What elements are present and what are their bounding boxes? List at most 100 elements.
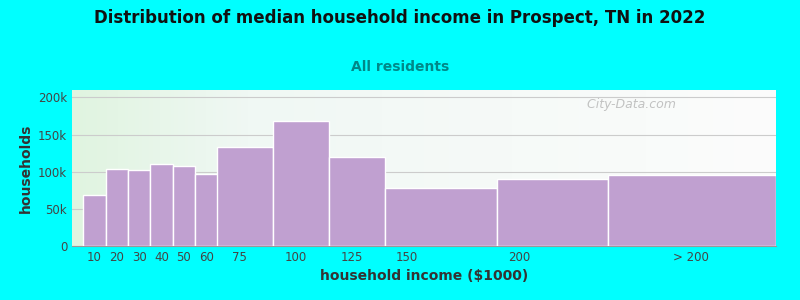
Bar [762, 90, 766, 246]
Bar [346, 90, 350, 246]
Bar [385, 188, 497, 246]
Text: Distribution of median household income in Prospect, TN in 2022: Distribution of median household income … [94, 9, 706, 27]
Bar [238, 90, 241, 246]
Bar [170, 90, 174, 246]
Bar [582, 90, 586, 246]
Bar [424, 90, 427, 246]
Bar [110, 90, 114, 246]
Bar [308, 90, 311, 246]
Bar [374, 90, 378, 246]
Bar [75, 90, 79, 246]
Bar [128, 90, 132, 246]
Bar [635, 90, 638, 246]
Bar [477, 90, 480, 246]
Bar [434, 90, 438, 246]
Bar [484, 90, 487, 246]
Bar [685, 90, 688, 246]
Bar [142, 90, 146, 246]
Bar [396, 90, 399, 246]
Bar [150, 90, 153, 246]
Bar [593, 90, 597, 246]
Bar [399, 90, 403, 246]
Bar [343, 90, 346, 246]
Bar [160, 90, 163, 246]
Bar [258, 90, 262, 246]
Bar [519, 90, 522, 246]
Bar [382, 90, 386, 246]
Bar [220, 90, 223, 246]
Bar [494, 90, 498, 246]
Bar [350, 90, 354, 246]
Bar [173, 166, 195, 246]
Bar [223, 90, 227, 246]
Bar [590, 90, 593, 246]
Bar [544, 90, 547, 246]
X-axis label: household income ($1000): household income ($1000) [320, 269, 528, 284]
Bar [688, 90, 691, 246]
Bar [329, 90, 333, 246]
Bar [241, 90, 245, 246]
Bar [456, 90, 459, 246]
Bar [449, 90, 452, 246]
Bar [389, 90, 392, 246]
Bar [618, 90, 621, 246]
Bar [678, 90, 681, 246]
Bar [691, 90, 695, 246]
Bar [607, 90, 610, 246]
Bar [150, 164, 173, 246]
Bar [273, 90, 276, 246]
Bar [326, 90, 329, 246]
Bar [210, 90, 213, 246]
Bar [122, 90, 125, 246]
Bar [167, 90, 170, 246]
Bar [255, 90, 258, 246]
Bar [414, 90, 417, 246]
Bar [406, 90, 410, 246]
Bar [558, 90, 562, 246]
Bar [748, 90, 751, 246]
Bar [339, 90, 343, 246]
Bar [720, 90, 723, 246]
Bar [368, 90, 371, 246]
Bar [663, 90, 667, 246]
Bar [298, 90, 301, 246]
Bar [452, 90, 456, 246]
Bar [600, 90, 603, 246]
Bar [547, 90, 550, 246]
Bar [632, 90, 635, 246]
Bar [466, 90, 470, 246]
Bar [378, 90, 382, 246]
Bar [421, 90, 424, 246]
Bar [554, 90, 558, 246]
Bar [442, 90, 445, 246]
Bar [565, 90, 568, 246]
Bar [603, 90, 607, 246]
Bar [773, 90, 776, 246]
Bar [709, 90, 713, 246]
Bar [470, 90, 474, 246]
Bar [638, 90, 642, 246]
Bar [93, 90, 97, 246]
Bar [597, 90, 600, 246]
Bar [642, 90, 646, 246]
Bar [188, 90, 192, 246]
Bar [79, 90, 82, 246]
Bar [125, 90, 128, 246]
Bar [333, 90, 336, 246]
Bar [213, 90, 216, 246]
Bar [106, 169, 128, 246]
Bar [163, 90, 167, 246]
Bar [625, 90, 628, 246]
Bar [266, 90, 269, 246]
Bar [474, 90, 477, 246]
Bar [357, 90, 361, 246]
Bar [195, 90, 198, 246]
Bar [216, 90, 220, 246]
Bar [315, 90, 318, 246]
Bar [118, 90, 122, 246]
Bar [515, 90, 519, 246]
Bar [530, 90, 533, 246]
Bar [579, 90, 582, 246]
Bar [417, 90, 421, 246]
Bar [497, 179, 608, 246]
